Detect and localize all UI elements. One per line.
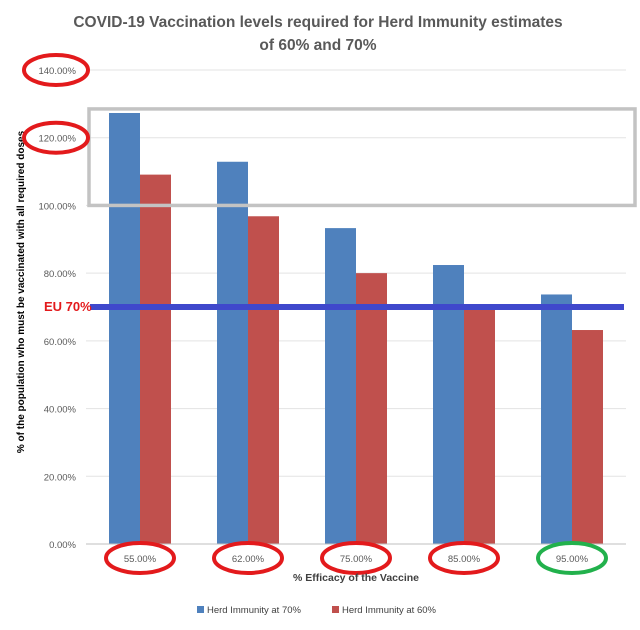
- y-tick-label: 120.00%: [38, 134, 76, 145]
- bars: [109, 112, 603, 545]
- x-tick-circle: [212, 541, 284, 575]
- y-axis-label: % of the population who must be vaccinat…: [16, 130, 27, 453]
- bar-herd-70: [433, 265, 464, 544]
- y-tick-label: 20.00%: [44, 472, 77, 483]
- y-tick-circle: [22, 53, 90, 87]
- y-axis-ticks: 0.00% 20.00% 40.00% 60.00% 80.00% 100.00% 120.…: [38, 66, 76, 551]
- x-tick-circle: [320, 541, 392, 575]
- bar-herd-70: [541, 294, 572, 544]
- bar-herd-60: [464, 304, 495, 544]
- legend-swatch: [197, 606, 204, 613]
- bar-herd-70: [217, 161, 248, 544]
- x-tick-circle: [428, 541, 500, 575]
- highlight-box: [87, 107, 637, 208]
- x-tick-circle: [536, 541, 608, 575]
- x-axis-label: % Efficacy of the Vaccine: [293, 572, 419, 584]
- x-tick-label: 75.00%: [340, 554, 373, 565]
- legend: Herd Immunity at 70% Herd Immunity at 60%: [197, 605, 437, 616]
- legend-label: Herd Immunity at 60%: [342, 605, 437, 616]
- x-tick-label: 62.00%: [232, 554, 265, 565]
- x-tick-label: 95.00%: [556, 554, 589, 565]
- x-tick-label: 55.00%: [124, 554, 157, 565]
- eu-reference-label: EU 70%: [44, 299, 92, 314]
- legend-label: Herd Immunity at 70%: [207, 605, 302, 616]
- y-tick-label: 80.00%: [44, 269, 77, 280]
- y-tick-label: 100.00%: [38, 201, 76, 212]
- chart-title-line-2: of 60% and 70%: [259, 37, 376, 54]
- annotations: EU 70%: [22, 53, 637, 314]
- bar-herd-70: [109, 112, 140, 545]
- bar-herd-70: [325, 228, 356, 544]
- y-tick-label: 60.00%: [44, 337, 77, 348]
- chart-title-line-1: COVID-19 Vaccination levels required for…: [73, 14, 562, 31]
- x-tick-label: 85.00%: [448, 554, 481, 565]
- y-tick-label: 40.00%: [44, 405, 77, 416]
- bar-herd-60: [248, 216, 279, 544]
- legend-swatch: [332, 606, 339, 613]
- bar-herd-60: [356, 273, 387, 544]
- x-tick-circle: [104, 541, 176, 575]
- y-tick-label: 0.00%: [49, 540, 76, 551]
- y-tick-label: 140.00%: [38, 66, 76, 77]
- x-axis-ticks: 55.00% 62.00% 75.00% 85.00% 95.00%: [104, 541, 608, 575]
- bar-herd-60: [572, 330, 603, 544]
- y-tick-circle: [22, 120, 90, 155]
- bar-herd-60: [140, 174, 171, 544]
